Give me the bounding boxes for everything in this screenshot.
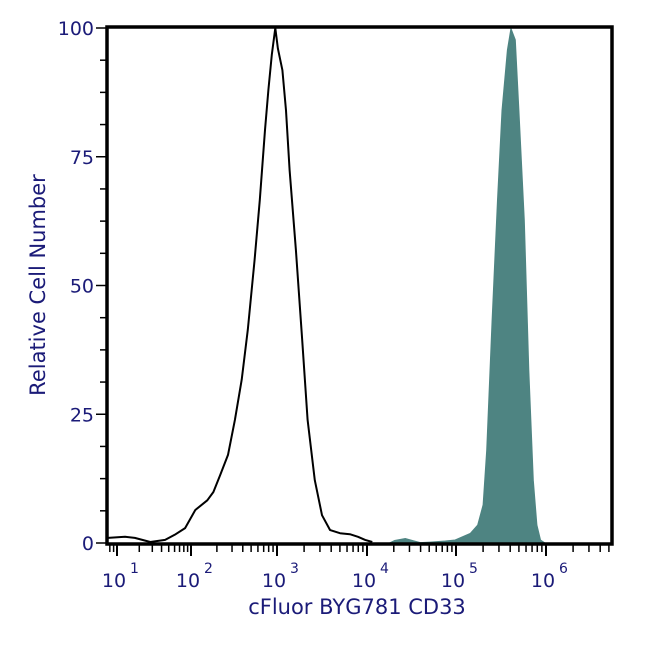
x-tick-base: 10: [102, 570, 126, 592]
series-cd33-area: [389, 26, 547, 544]
x-tick-label: 101: [102, 561, 139, 592]
x-tick-label: 104: [352, 561, 389, 592]
x-tick-base: 10: [531, 570, 555, 592]
x-tick-exponent: 3: [290, 561, 299, 577]
x-tick-base: 10: [441, 570, 465, 592]
x-tick-base: 10: [262, 570, 286, 592]
x-tick-base: 10: [176, 570, 200, 592]
x-tick-exponent: 1: [130, 561, 139, 577]
x-tick-exponent: 4: [380, 561, 389, 577]
x-tick-label: 103: [262, 561, 299, 592]
y-tick-label: 0: [82, 533, 94, 555]
x-tick-label: 105: [441, 561, 478, 592]
y-tick-label: 25: [70, 404, 94, 426]
x-tick-base: 10: [352, 570, 376, 592]
series-isotype-line: [108, 27, 373, 543]
x-tick-exponent: 6: [559, 561, 568, 577]
y-axis-title: Relative Cell Number: [26, 174, 50, 396]
y-tick-label: 50: [70, 276, 94, 298]
x-tick-label: 102: [176, 561, 213, 592]
x-tick-exponent: 2: [204, 561, 213, 577]
x-axis-title: cFluor BYG781 CD33: [248, 595, 466, 619]
x-tick-label: 106: [531, 561, 568, 592]
plot-frame: [105, 25, 614, 546]
x-tick-exponent: 5: [469, 561, 478, 577]
y-tick-label: 75: [70, 147, 94, 169]
y-tick-label: 100: [58, 18, 94, 40]
